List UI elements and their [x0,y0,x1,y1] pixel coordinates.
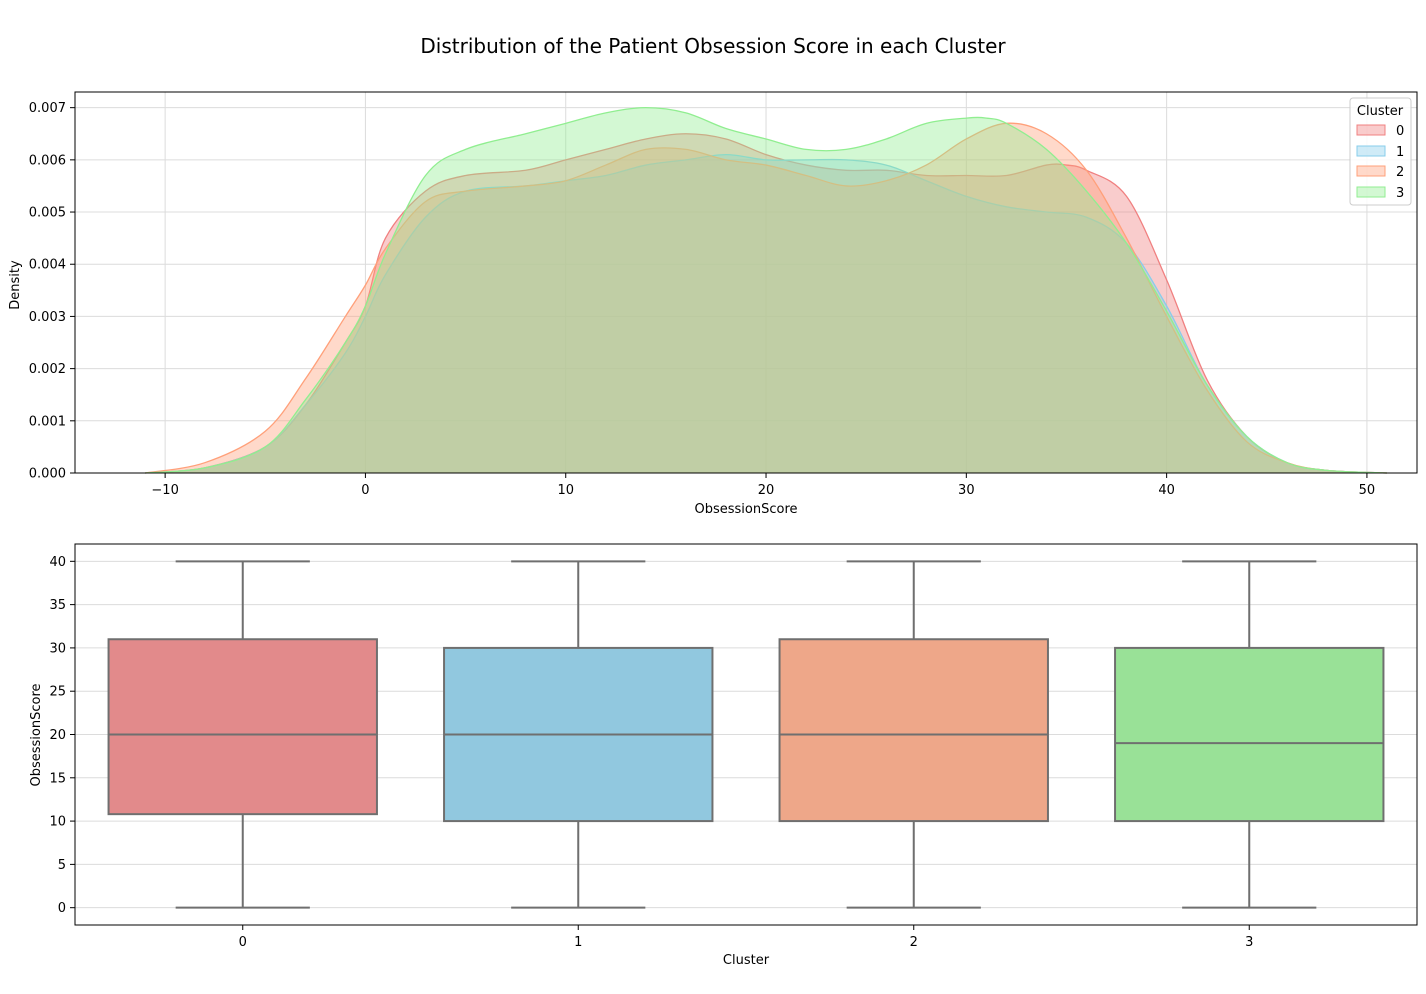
legend-label-3: 3 [1396,186,1404,201]
kde-x-tick-label: −10 [151,483,178,498]
box-x-tick-label: 0 [239,935,247,950]
kde-x-tick-label: 10 [557,483,574,498]
kde-y-tick-label: 0.003 [29,310,66,325]
box-y-tick-label: 5 [58,858,66,873]
kde-areas [144,107,1387,474]
kde-area-cluster-0 [145,133,1387,473]
box-x-axis-label: Cluster [723,953,770,968]
kde-density-chart: −10 0 10 20 30 40 50 0.0000.0010.0020.0030.004… [8,91,1418,517]
box-y-tick-label: 0 [58,901,66,916]
box-cluster-3 [1114,560,1385,909]
boxplot-chart: 0 1 2 3 0 5 10 15 20 25 30 35 40 Cluster ObsessionS… [29,543,1418,968]
box-iqr [107,638,378,816]
legend-entry-2: 2 [1356,165,1404,180]
box-y-tick-label: 15 [49,771,66,786]
box-x-tick-label: 2 [910,935,918,950]
kde-y-tick-label: 0.004 [29,258,66,273]
kde-x-tick-label: 50 [1359,483,1376,498]
legend-entry-1: 1 [1356,145,1404,160]
box-y-axis-label: ObsessionScore [29,683,44,786]
box-y-tick-label: 25 [49,685,66,700]
box-x-ticks: 0 1 2 3 [239,925,1253,950]
kde-y-tick-label: 0.001 [29,414,66,429]
legend-label-2: 2 [1396,165,1404,180]
kde-line-cluster-3 [145,107,1387,474]
kde-x-tick-label: 30 [958,483,975,498]
kde-y-axis-label: Density [8,260,23,310]
legend-swatch-3 [1356,186,1386,198]
figure-title: Distribution of the Patient Obsession Sc… [420,34,1006,58]
kde-x-axis-label: ObsessionScore [694,502,797,517]
kde-y-tick-label: 0.005 [29,206,66,221]
box-y-tick-label: 40 [49,555,66,570]
kde-x-tick-label: 0 [361,483,369,498]
kde-grid [75,92,1417,474]
box-marks [107,560,1385,909]
box-cluster-0 [107,560,378,909]
legend-swatch-0 [1356,124,1386,136]
kde-area-cluster-3 [145,107,1387,473]
box-x-tick-label: 3 [1245,935,1253,950]
kde-legend: Cluster 0 1 2 3 [1349,97,1412,206]
box-cluster-2 [778,560,1049,909]
kde-x-ticks: −10 0 10 20 30 40 50 [151,473,1375,498]
kde-line-cluster-2 [144,122,1387,474]
legend-entry-3: 3 [1356,186,1404,201]
legend-label-0: 0 [1396,124,1404,139]
legend-entry-0: 0 [1356,124,1404,139]
legend-swatch-1 [1356,145,1386,157]
legend-label-1: 1 [1396,145,1404,160]
box-y-ticks: 0 5 10 15 20 25 30 35 40 [49,555,75,916]
kde-y-tick-label: 0.000 [29,467,66,482]
kde-y-tick-label: 0.002 [29,362,66,377]
kde-y-tick-label: 0.007 [29,101,66,116]
box-y-tick-label: 35 [49,598,66,613]
kde-y-ticks: 0.000 0.001 0.002 0.003 0.004 0.005 0.006 0.007 [29,101,75,482]
box-x-tick-label: 1 [574,935,582,950]
kde-x-tick-label: 20 [758,483,775,498]
box-iqr [778,638,1049,823]
kde-plot-frame [74,91,1418,474]
box-y-tick-label: 30 [49,641,66,656]
box-iqr [1114,646,1385,823]
kde-y-tick-label: 0.006 [29,153,66,168]
kde-area-cluster-2 [145,123,1387,474]
kde-line-cluster-1 [145,153,1387,474]
kde-x-tick-label: 40 [1158,483,1175,498]
kde-area-cluster-1 [145,154,1387,473]
box-y-tick-label: 10 [49,815,66,830]
legend-swatch-2 [1356,165,1386,177]
legend-title: Cluster [1357,104,1404,119]
box-y-tick-label: 20 [49,728,66,743]
box-cluster-1 [443,560,714,909]
